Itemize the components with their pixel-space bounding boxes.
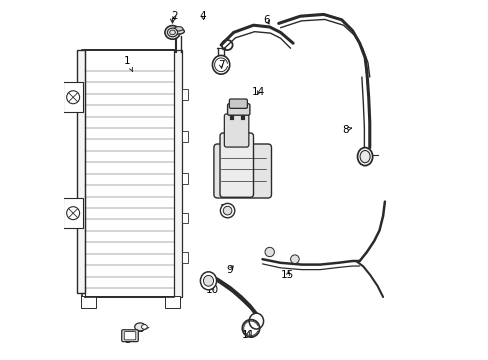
Ellipse shape bbox=[172, 28, 184, 34]
Text: 1: 1 bbox=[124, 56, 132, 72]
Text: 11: 11 bbox=[241, 330, 254, 340]
Text: 13: 13 bbox=[220, 204, 233, 214]
Bar bbox=[82, 50, 176, 297]
Ellipse shape bbox=[357, 148, 372, 166]
FancyBboxPatch shape bbox=[220, 133, 253, 197]
Bar bbox=[77, 50, 85, 293]
Bar bbox=[181, 213, 187, 224]
Bar bbox=[181, 89, 187, 100]
FancyBboxPatch shape bbox=[229, 99, 247, 108]
Bar bbox=[181, 131, 187, 142]
Bar bbox=[181, 173, 187, 184]
Ellipse shape bbox=[203, 275, 213, 286]
Text: 7: 7 bbox=[217, 60, 224, 70]
Text: 10: 10 bbox=[205, 285, 218, 295]
Text: 6: 6 bbox=[262, 15, 269, 25]
FancyBboxPatch shape bbox=[124, 332, 136, 340]
FancyBboxPatch shape bbox=[227, 104, 249, 115]
Ellipse shape bbox=[134, 323, 145, 331]
Circle shape bbox=[220, 203, 234, 218]
Bar bbox=[81, 296, 96, 308]
Ellipse shape bbox=[200, 272, 216, 290]
Bar bbox=[63, 82, 83, 112]
Ellipse shape bbox=[169, 30, 175, 35]
Circle shape bbox=[66, 91, 80, 104]
Text: 15: 15 bbox=[281, 270, 294, 280]
Ellipse shape bbox=[141, 325, 147, 329]
Ellipse shape bbox=[359, 150, 369, 163]
Circle shape bbox=[223, 206, 231, 215]
Circle shape bbox=[66, 207, 80, 220]
Text: 9: 9 bbox=[226, 265, 233, 275]
Circle shape bbox=[290, 255, 299, 264]
Ellipse shape bbox=[167, 28, 177, 37]
FancyBboxPatch shape bbox=[213, 144, 271, 198]
Bar bbox=[165, 296, 180, 308]
Text: 3: 3 bbox=[124, 335, 136, 345]
Bar bbox=[63, 198, 83, 228]
Circle shape bbox=[264, 247, 274, 257]
Text: 12: 12 bbox=[221, 135, 234, 145]
Ellipse shape bbox=[174, 27, 183, 31]
Text: 5: 5 bbox=[137, 324, 149, 334]
Text: 14: 14 bbox=[252, 87, 265, 97]
FancyBboxPatch shape bbox=[224, 114, 248, 147]
Text: 4: 4 bbox=[200, 11, 206, 21]
Ellipse shape bbox=[249, 313, 263, 329]
FancyBboxPatch shape bbox=[122, 330, 138, 342]
Bar bbox=[174, 50, 182, 297]
Ellipse shape bbox=[164, 26, 180, 39]
Text: 8: 8 bbox=[341, 125, 351, 135]
Text: 2: 2 bbox=[171, 11, 177, 21]
Bar bbox=[181, 252, 187, 263]
